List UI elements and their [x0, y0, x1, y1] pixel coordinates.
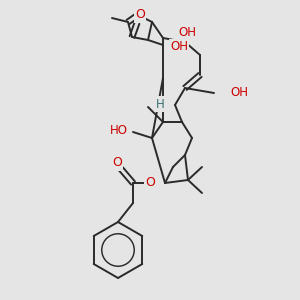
Text: O: O [145, 176, 155, 190]
Text: O: O [135, 8, 145, 22]
Text: O: O [112, 157, 122, 169]
Text: H: H [156, 98, 164, 110]
Text: OH: OH [230, 85, 248, 98]
Text: OH: OH [178, 26, 196, 38]
Text: HO: HO [110, 124, 128, 136]
Text: OH: OH [170, 40, 188, 53]
